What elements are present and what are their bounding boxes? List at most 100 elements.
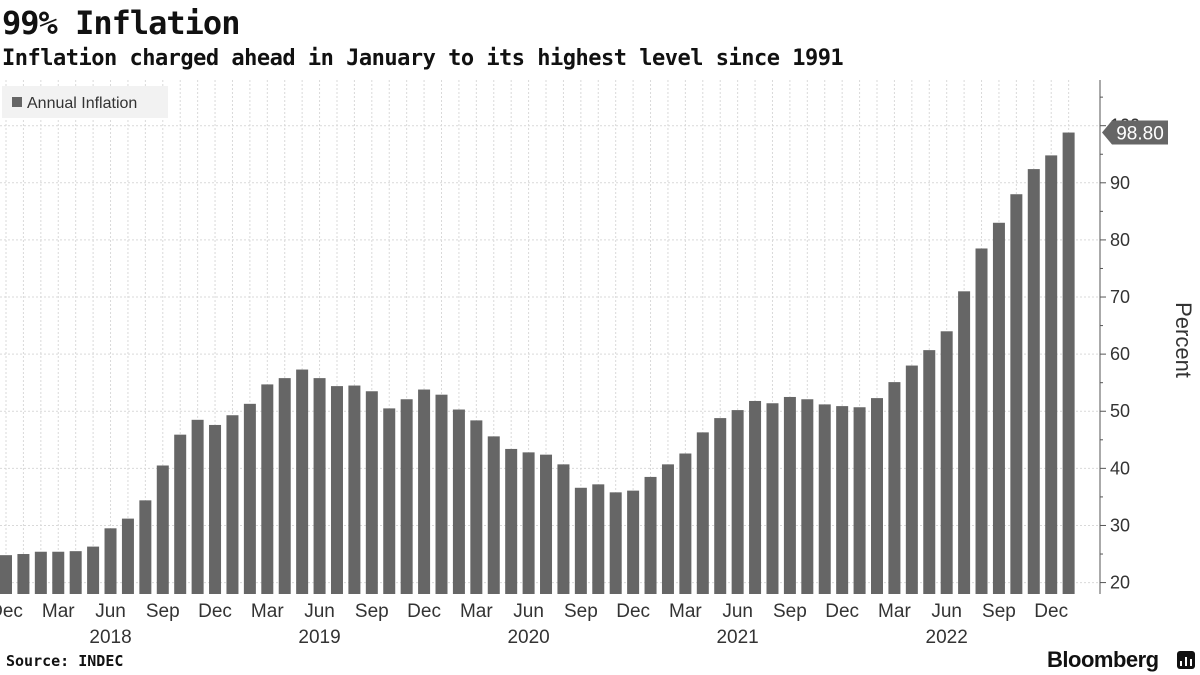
bar (191, 419, 204, 594)
x-tick-label: Mar (42, 601, 75, 622)
bar (818, 404, 831, 594)
bars (0, 132, 1075, 595)
x-tick-label: Jun (95, 601, 126, 622)
x-tick-label: Mar (878, 601, 911, 622)
x-year-label: 2020 (507, 627, 549, 648)
y-tick-label: 70 (1110, 287, 1130, 307)
bar (0, 555, 12, 594)
bar (348, 385, 361, 594)
last-value-badge (1102, 120, 1168, 145)
bar (52, 551, 65, 594)
x-tick-label: Dec (407, 601, 441, 622)
bar (243, 403, 256, 594)
x-tick-label: Dec (0, 601, 23, 622)
bar (209, 424, 222, 594)
bar (766, 403, 779, 594)
bar (1027, 169, 1040, 595)
bar (156, 465, 169, 594)
y-tick-label: 60 (1110, 344, 1130, 364)
y-axis: 2030405060708090100 (1099, 80, 1140, 594)
x-year-label: 2019 (298, 627, 340, 648)
x-tick-label: Sep (355, 601, 389, 622)
last-value-label: 98.80 (1116, 124, 1164, 145)
bloomberg-chart-icon (1177, 651, 1195, 669)
x-year-label: 2022 (926, 627, 968, 648)
x-axis-labels: Dec Mar Jun Sep Dec Mar Jun Sep Dec Mar Jun Sep Dec M… (0, 601, 1068, 648)
x-tick-label: Dec (198, 601, 232, 622)
bar (261, 384, 274, 594)
bar (121, 518, 134, 594)
y-tick-label: 40 (1110, 458, 1130, 478)
bar (940, 331, 953, 594)
legend-box (2, 86, 168, 118)
x-year-label: 2021 (716, 627, 758, 648)
bar (505, 448, 518, 594)
bar (470, 420, 483, 594)
bar (435, 394, 448, 594)
last-value-callout: 98.80 (1102, 120, 1168, 145)
y-tick-label: 30 (1110, 515, 1130, 535)
bar (1045, 155, 1058, 595)
x-tick-label: Dec (1034, 601, 1068, 622)
y-axis-title: Percent (1171, 302, 1196, 378)
x-tick-label: Sep (146, 601, 180, 622)
y-tick-label: 90 (1110, 173, 1130, 193)
bar (592, 484, 605, 594)
bar (522, 452, 535, 594)
bar (104, 528, 117, 594)
bar (1010, 194, 1023, 594)
bar (975, 248, 988, 594)
bar (888, 382, 901, 594)
x-year-label: 2018 (89, 627, 131, 648)
legend-swatch (12, 97, 22, 107)
x-tick-label: Dec (616, 601, 650, 622)
chart-title: 99% Inflation (2, 4, 240, 42)
bar (383, 408, 396, 594)
bar (749, 400, 762, 594)
bar (87, 546, 100, 594)
bar (836, 406, 849, 594)
x-tick-label: Mar (460, 601, 493, 622)
bar (313, 378, 326, 594)
bar (330, 386, 343, 594)
bar (644, 476, 657, 594)
bar (574, 487, 587, 594)
bar (871, 398, 883, 594)
x-tick-label: Mar (251, 601, 284, 622)
bar (609, 492, 622, 594)
bar (278, 378, 291, 594)
y-tick-label: 50 (1110, 401, 1130, 421)
bar (69, 551, 82, 594)
bar (557, 464, 570, 594)
legend-label: Annual Inflation (27, 95, 137, 112)
x-tick-label: Mar (669, 601, 702, 622)
bar (696, 432, 709, 594)
bar (853, 407, 866, 594)
bar (958, 291, 971, 594)
x-tick-label: Sep (564, 601, 598, 622)
bar (627, 490, 640, 594)
bar (992, 222, 1005, 594)
source-note: Source: INDEC (6, 652, 124, 670)
bar (400, 399, 413, 594)
bar (905, 365, 918, 594)
x-tick-label: Jun (722, 601, 753, 622)
bar (801, 399, 814, 594)
bar (452, 409, 465, 594)
bar (296, 369, 309, 594)
x-tick-label: Sep (982, 601, 1016, 622)
bar (731, 410, 744, 594)
bar (661, 464, 674, 594)
bar (1062, 132, 1075, 594)
x-tick-label: Sep (773, 601, 807, 622)
bar (487, 436, 500, 594)
y-tick-label: 20 (1110, 573, 1130, 593)
x-tick-label: Jun (304, 601, 335, 622)
x-tick-label: Dec (825, 601, 859, 622)
y-tick-label: 80 (1110, 230, 1130, 250)
x-tick-label: Jun (931, 601, 962, 622)
bar (365, 391, 378, 594)
bar (679, 453, 692, 594)
bar (226, 415, 239, 594)
